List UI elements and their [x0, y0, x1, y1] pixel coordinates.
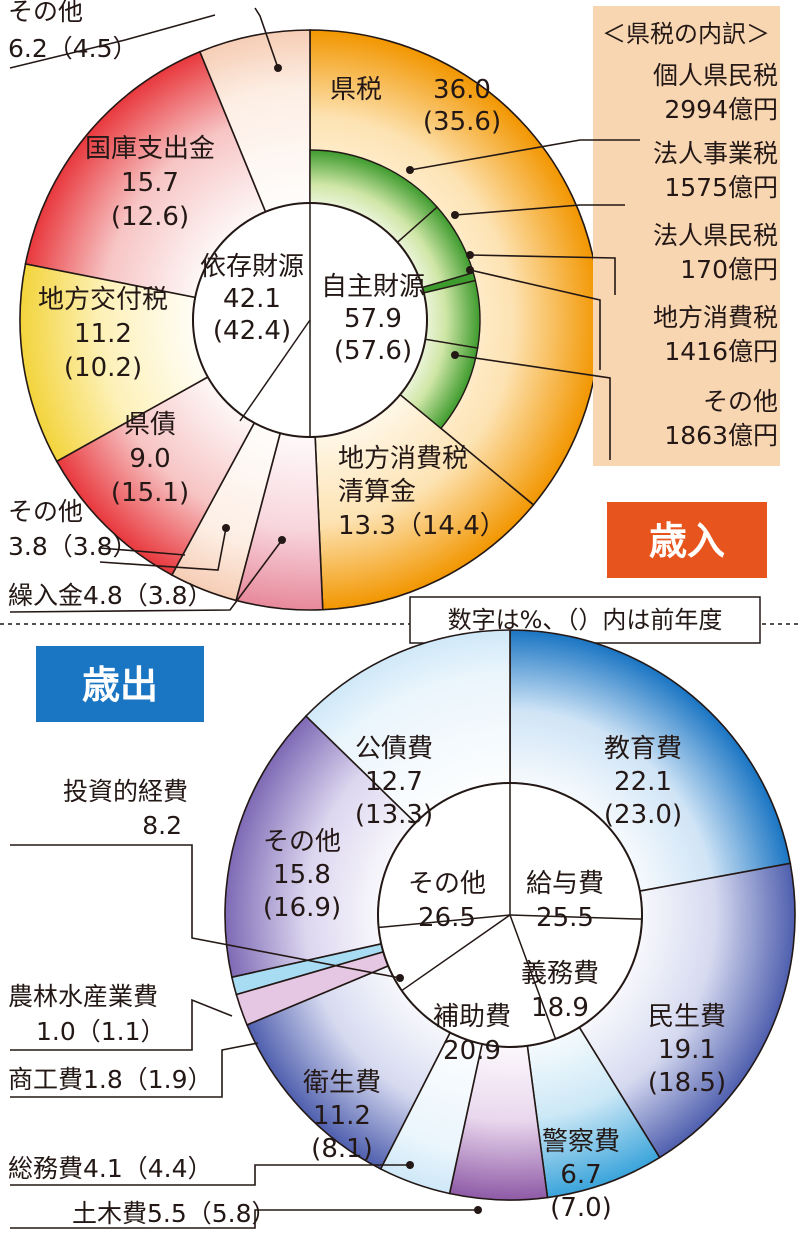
expenditure-inner-other-label: その他: [408, 869, 486, 899]
revenue-other-top-label: その他: [8, 0, 83, 26]
revenue-leader-dots: [222, 64, 474, 544]
expenditure-tag-box: [36, 646, 204, 722]
expenditure-other-value: 15.8: [273, 860, 331, 890]
expenditure-tag: 歳出: [82, 663, 158, 707]
expenditure-welfare-prev: (18.5): [648, 1068, 726, 1098]
tax-breakdown-header: ＜県税の内訳＞: [602, 20, 770, 48]
tax-item-name: 地方消費税: [653, 303, 778, 332]
tax-item-name: 法人県民税: [653, 221, 778, 250]
revenue-dependent-value: 42.1: [223, 284, 281, 314]
revenue-allocation-label: 地方交付税: [38, 285, 168, 315]
expenditure-police-label: 警察費: [542, 1127, 620, 1157]
inner-divider-その他: [378, 914, 511, 929]
expenditure-civil-label: 土木費5.5（5.8）: [72, 1199, 277, 1228]
expenditure-debt-label: 公債費: [355, 734, 433, 764]
revenue-transfer-label: 繰入金4.8（3.8）: [8, 581, 213, 610]
expenditure-salary-label: 給与費: [526, 869, 604, 899]
revenue-treasury-prev: (12.6): [111, 202, 189, 232]
revenue-treasury-label: 国庫支出金: [85, 134, 215, 164]
revenue-tax-value: 36.0: [433, 75, 491, 105]
revenue-other-small-value: 3.8（3.8）: [8, 532, 138, 561]
tax-item-amount: 1416億円: [664, 337, 778, 366]
tax-item-name: 法人事業税: [653, 139, 778, 168]
revenue-tax-label: 県税: [330, 75, 382, 105]
expenditure-salary-value: 25.5: [536, 903, 594, 933]
revenue-other-top-value: 6.2（4.5）: [8, 34, 138, 63]
revenue-settlement-label-1: 地方消費税: [338, 444, 468, 474]
revenue-tag-box: [607, 502, 767, 578]
expenditure-subsidy-value: 20.9: [443, 1036, 501, 1066]
expenditure-health-value: 11.2: [313, 1101, 371, 1131]
revenue-inner-divider-diag: [239, 319, 311, 422]
expenditure-police-prev: (7.0): [550, 1193, 612, 1223]
expenditure-inner-other-value: 26.5: [418, 903, 476, 933]
expenditure-welfare-value: 19.1: [658, 1035, 716, 1065]
revenue-dependent-label: 依存財源: [200, 252, 304, 282]
revenue-tax-prev: (35.6): [423, 107, 501, 137]
expenditure-other-label: その他: [263, 827, 341, 857]
revenue-own-prev: (57.6): [334, 336, 412, 366]
revenue-bond-label: 県債: [124, 410, 176, 440]
expenditure-health-label: 衛生費: [303, 1068, 381, 1098]
revenue-allocation-prev: (10.2): [64, 353, 142, 383]
tax-item-amount: 170億円: [680, 255, 778, 284]
tax-breakdown-panel: [593, 6, 780, 466]
expenditure-invest-value: 8.2: [142, 811, 182, 840]
expenditure-mandatory-label: 義務費: [521, 959, 599, 989]
revenue-allocation-value: 11.2: [74, 319, 132, 349]
expenditure-outer-ring: [224, 629, 796, 1201]
tax-item-amount: 1863億円: [664, 421, 778, 450]
revenue-treasury-value: 15.7: [121, 168, 179, 198]
expenditure-debt-value: 12.7: [365, 767, 423, 797]
expenditure-general-label: 総務費4.1（4.4）: [8, 1154, 213, 1183]
inner-divider-投資的経費: [401, 914, 511, 992]
revenue-own-label: 自主財源: [321, 272, 425, 302]
expenditure-inner-dividers: [378, 783, 642, 1040]
expenditure-health-prev: (8.1): [311, 1134, 373, 1164]
expenditure-subsidy-label: 補助費: [433, 1002, 511, 1032]
inner-divider-義務費: [509, 914, 642, 920]
expenditure-debt-prev: (13.3): [355, 800, 433, 830]
expenditure-education-value: 22.1: [614, 767, 672, 797]
expenditure-education-prev: (23.0): [604, 800, 682, 830]
expenditure-agri-value: 1.0（1.1）: [36, 1017, 166, 1046]
expenditure-commerce-label: 商工費1.8（1.9）: [8, 1065, 213, 1094]
expenditure-education-label: 教育費: [604, 734, 682, 764]
tax-item-amount: 1575億円: [664, 173, 778, 202]
revenue-own-value: 57.9: [344, 304, 402, 334]
expenditure-leader-lines: [10, 844, 478, 1229]
revenue-settlement-value: 13.3（14.4）: [338, 511, 506, 541]
expenditure-other-prev: (16.9): [263, 893, 341, 923]
expenditure-agri-label: 農林水産業費: [8, 982, 158, 1011]
expenditure-leader-dots: [396, 974, 482, 1214]
revenue-leader-lines: [9, 7, 640, 613]
note-text: 数字は%、（）内は前年度: [448, 606, 723, 634]
revenue-dependent-prev: (42.4): [213, 316, 291, 346]
tax-item-name: 個人県民税: [653, 61, 778, 90]
revenue-bond-prev: (15.1): [111, 478, 189, 508]
tax-item-name: その他: [703, 387, 778, 416]
expenditure-welfare-label: 民生費: [648, 1002, 726, 1032]
expenditure-invest-label: 投資的経費: [63, 777, 188, 806]
expenditure-mandatory-value: 18.9: [531, 993, 589, 1023]
inner-divider-補助費: [509, 914, 557, 1040]
revenue-settlement-label-2: 清算金: [338, 477, 416, 507]
revenue-tag: 歳入: [649, 519, 725, 563]
expenditure-police-value: 6.7: [560, 1160, 601, 1190]
tax-breakdown-slice-地方消費税: [422, 279, 481, 349]
revenue-bond-value: 9.0: [129, 444, 170, 474]
tax-item-amount: 2994億円: [664, 95, 778, 124]
revenue-other-small-label: その他: [8, 497, 83, 526]
